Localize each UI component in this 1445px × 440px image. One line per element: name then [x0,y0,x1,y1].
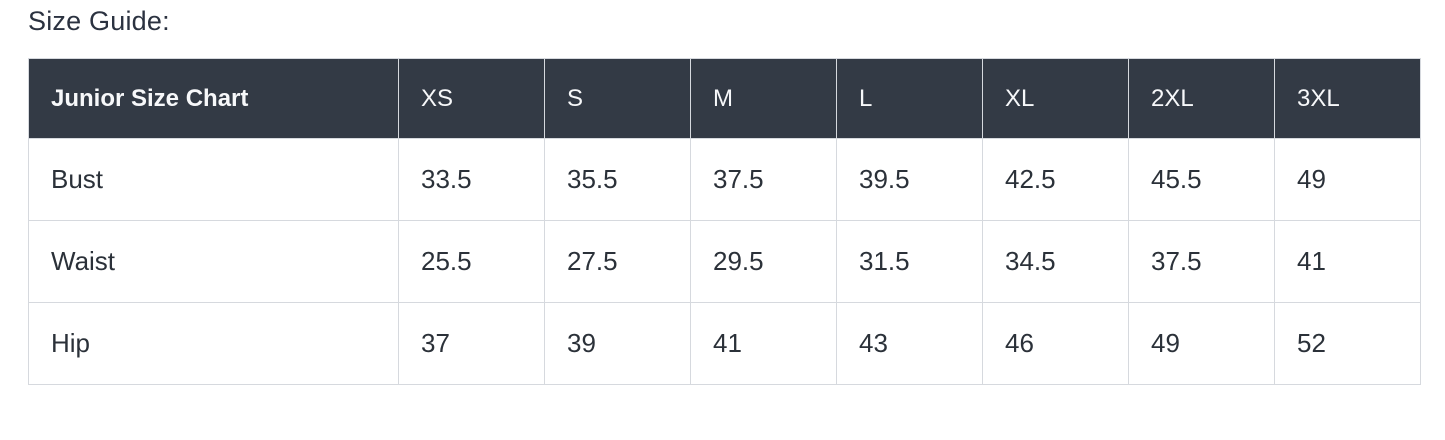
size-column-l: L [836,58,983,139]
size-column-m: M [690,58,837,139]
hip-value-xl: 46 [982,302,1129,385]
size-chart-title-cell: Junior Size Chart [28,58,399,139]
hip-value-3xl: 52 [1274,302,1421,385]
junior-size-chart-table: Junior Size Chart XS S M L XL 2XL 3XL Bu… [28,58,1421,385]
waist-value-3xl: 41 [1274,220,1421,303]
size-column-xl: XL [982,58,1129,139]
waist-value-m: 29.5 [690,220,837,303]
waist-value-xs: 25.5 [398,220,545,303]
size-column-3xl: 3XL [1274,58,1421,139]
bust-value-l: 39.5 [836,138,983,221]
bust-value-3xl: 49 [1274,138,1421,221]
table-row-hip: Hip 37 39 41 43 46 49 52 [28,302,1421,385]
table-row-bust: Bust 33.5 35.5 37.5 39.5 42.5 45.5 49 [28,138,1421,221]
size-guide-heading: Size Guide: [28,6,170,36]
row-label-hip: Hip [28,302,399,385]
bust-value-s: 35.5 [544,138,691,221]
hip-value-m: 41 [690,302,837,385]
size-column-2xl: 2XL [1128,58,1275,139]
bust-value-m: 37.5 [690,138,837,221]
bust-value-xl: 42.5 [982,138,1129,221]
hip-value-s: 39 [544,302,691,385]
hip-value-l: 43 [836,302,983,385]
size-column-s: S [544,58,691,139]
row-label-waist: Waist [28,220,399,303]
waist-value-s: 27.5 [544,220,691,303]
bust-value-2xl: 45.5 [1128,138,1275,221]
waist-value-l: 31.5 [836,220,983,303]
size-column-xs: XS [398,58,545,139]
waist-value-xl: 34.5 [982,220,1129,303]
table-row-waist: Waist 25.5 27.5 29.5 31.5 34.5 37.5 41 [28,220,1421,303]
waist-value-2xl: 37.5 [1128,220,1275,303]
hip-value-2xl: 49 [1128,302,1275,385]
size-chart-header-row: Junior Size Chart XS S M L XL 2XL 3XL [28,58,1421,139]
bust-value-xs: 33.5 [398,138,545,221]
hip-value-xs: 37 [398,302,545,385]
row-label-bust: Bust [28,138,399,221]
